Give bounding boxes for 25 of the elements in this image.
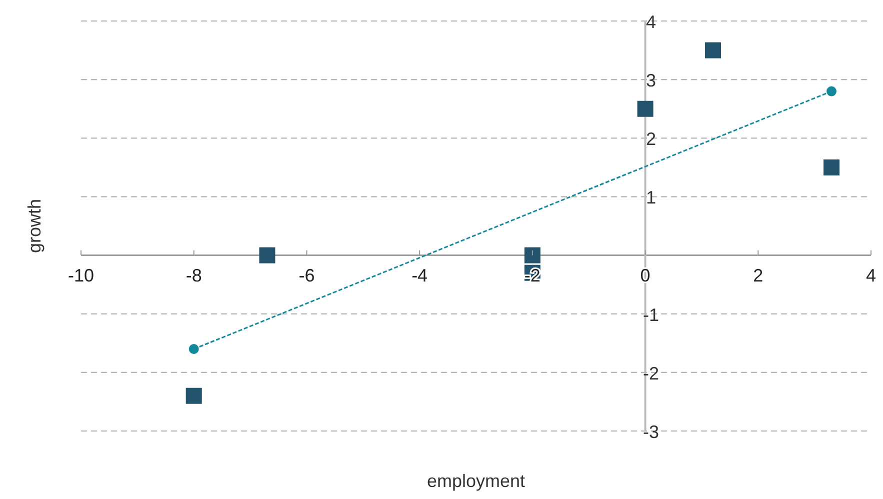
- x-tick-label: 0: [640, 265, 650, 286]
- x-axis-title: employment: [426, 471, 526, 491]
- y-tick-label: 2: [646, 129, 656, 150]
- point: [824, 159, 840, 176]
- x-tick-label: -2: [524, 265, 540, 286]
- y-tick-label: 4: [646, 12, 656, 32]
- x-tick-label: -4: [412, 265, 428, 286]
- point: [188, 344, 199, 354]
- point: [259, 247, 276, 264]
- point: [524, 247, 540, 264]
- y-tick-label: 3: [646, 70, 656, 91]
- x-tick-label: 4: [866, 265, 876, 286]
- point: [705, 42, 721, 58]
- y-tick-label: 1: [646, 188, 656, 208]
- y-axis-title: growth: [24, 198, 44, 254]
- y-tick-label: -2: [642, 363, 660, 384]
- x-tick-label: -10: [68, 265, 94, 286]
- y-tick-label: -3: [642, 422, 660, 442]
- x-tick-label: -6: [298, 265, 315, 286]
- y-tick-label: -1: [642, 304, 660, 325]
- x-tick-label: -8: [186, 265, 202, 286]
- x-tick-label: 2: [753, 265, 764, 286]
- point: [186, 388, 202, 404]
- point: [637, 100, 654, 117]
- point: [826, 86, 836, 96]
